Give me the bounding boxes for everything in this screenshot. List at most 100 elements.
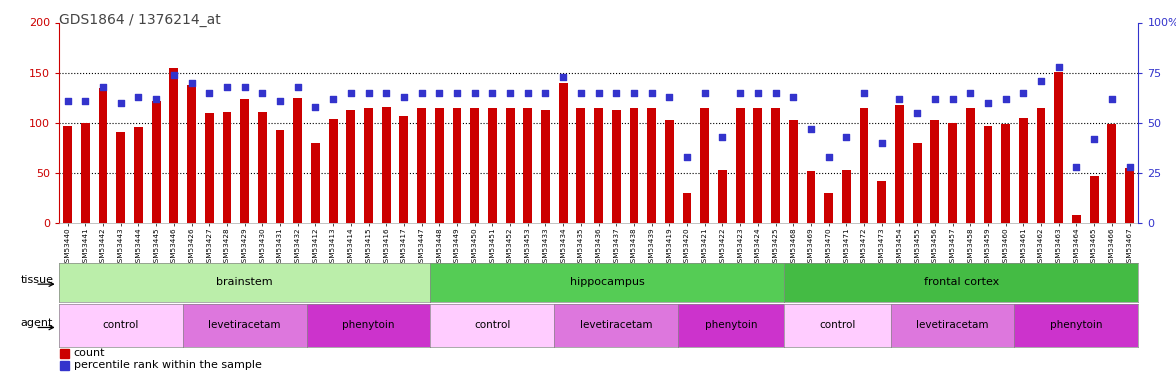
- Point: [94, 84, 113, 90]
- Point: [430, 90, 449, 96]
- Bar: [258, 112, 267, 223]
- Bar: [99, 88, 107, 223]
- Text: phenytoin: phenytoin: [706, 320, 757, 330]
- Bar: [1036, 108, 1045, 223]
- Point: [536, 90, 555, 96]
- Text: tissue: tissue: [21, 275, 54, 285]
- Point: [270, 98, 289, 104]
- Bar: [275, 130, 285, 223]
- Bar: [629, 108, 639, 223]
- Point: [323, 96, 342, 102]
- Bar: [860, 108, 868, 223]
- Point: [76, 98, 95, 104]
- Point: [413, 90, 432, 96]
- Bar: [134, 127, 142, 223]
- Bar: [116, 132, 125, 223]
- Point: [624, 90, 643, 96]
- Bar: [965, 108, 975, 223]
- Point: [766, 90, 784, 96]
- Text: brainstem: brainstem: [216, 277, 273, 287]
- Text: agent: agent: [21, 318, 53, 328]
- Point: [713, 134, 731, 140]
- Point: [394, 94, 413, 100]
- Bar: [842, 170, 850, 223]
- Point: [660, 94, 679, 100]
- Bar: [594, 108, 603, 223]
- Point: [1120, 164, 1138, 170]
- Bar: [310, 143, 320, 223]
- Point: [376, 90, 395, 96]
- Point: [784, 94, 803, 100]
- Bar: [435, 108, 443, 223]
- Bar: [913, 143, 922, 223]
- Point: [1014, 90, 1033, 96]
- Point: [306, 104, 325, 110]
- Point: [501, 90, 520, 96]
- Bar: [719, 170, 727, 223]
- Bar: [1125, 168, 1134, 223]
- Point: [589, 90, 608, 96]
- Point: [837, 134, 856, 140]
- Text: levetiracetam: levetiracetam: [208, 320, 281, 330]
- Bar: [400, 116, 408, 223]
- Text: hippocampus: hippocampus: [570, 277, 644, 287]
- Bar: [64, 126, 72, 223]
- Text: count: count: [74, 348, 105, 358]
- Bar: [506, 108, 515, 223]
- Bar: [647, 108, 656, 223]
- Point: [855, 90, 874, 96]
- Point: [642, 90, 661, 96]
- Point: [112, 100, 131, 106]
- Bar: [382, 107, 390, 223]
- Bar: [682, 193, 691, 223]
- Point: [165, 72, 183, 78]
- Text: control: control: [820, 320, 856, 330]
- Bar: [1001, 124, 1010, 223]
- Bar: [187, 85, 196, 223]
- Point: [695, 90, 714, 96]
- Bar: [612, 110, 621, 223]
- Bar: [81, 123, 89, 223]
- Bar: [1055, 72, 1063, 223]
- Bar: [559, 83, 568, 223]
- Bar: [488, 108, 496, 223]
- Bar: [754, 108, 762, 223]
- Bar: [1108, 124, 1116, 223]
- Text: frontal cortex: frontal cortex: [924, 277, 1000, 287]
- Bar: [1073, 215, 1081, 223]
- Point: [890, 96, 909, 102]
- Point: [359, 90, 377, 96]
- Bar: [1090, 176, 1098, 223]
- Bar: [789, 120, 797, 223]
- Point: [873, 140, 891, 146]
- Point: [820, 154, 838, 160]
- Point: [1049, 64, 1068, 70]
- Point: [59, 98, 78, 104]
- Point: [926, 96, 944, 102]
- Bar: [523, 108, 533, 223]
- Bar: [240, 99, 249, 223]
- Bar: [365, 108, 373, 223]
- Point: [572, 90, 590, 96]
- Point: [748, 90, 767, 96]
- Point: [730, 90, 749, 96]
- Point: [961, 90, 980, 96]
- Bar: [576, 108, 586, 223]
- Bar: [983, 126, 993, 223]
- Bar: [205, 113, 214, 223]
- Text: control: control: [474, 320, 510, 330]
- Point: [1102, 96, 1121, 102]
- Bar: [60, 361, 69, 370]
- Point: [200, 90, 219, 96]
- Point: [908, 110, 927, 116]
- Point: [253, 90, 272, 96]
- Bar: [541, 110, 550, 223]
- Bar: [470, 108, 479, 223]
- Bar: [453, 108, 461, 223]
- Point: [218, 84, 236, 90]
- Bar: [895, 105, 904, 223]
- Bar: [807, 171, 815, 223]
- Text: levetiracetam: levetiracetam: [916, 320, 989, 330]
- Point: [1031, 78, 1050, 84]
- Bar: [948, 123, 957, 223]
